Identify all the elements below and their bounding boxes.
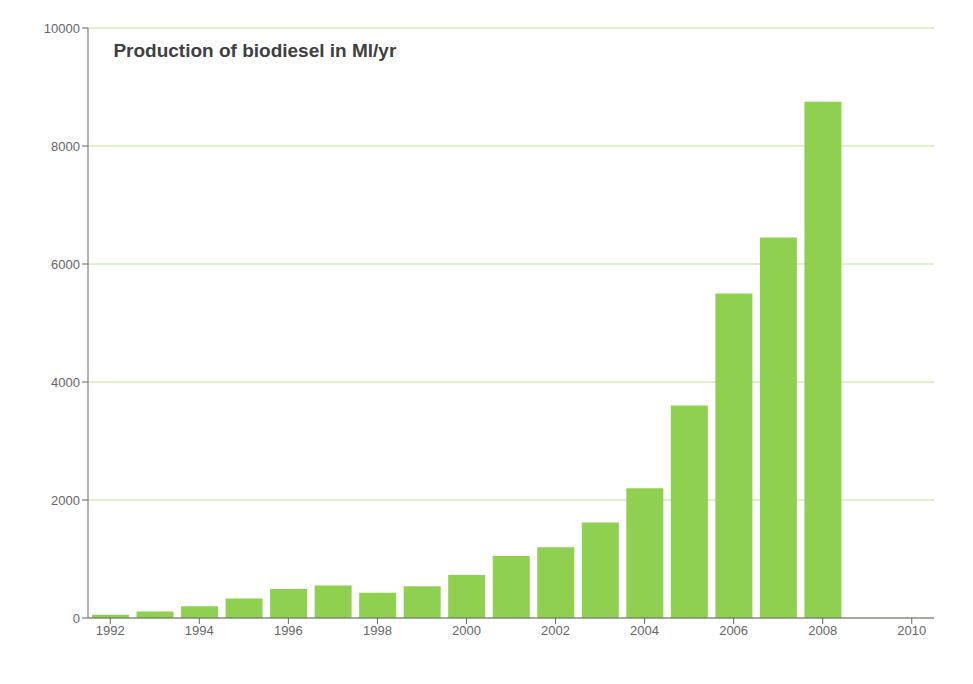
svg-text:2000: 2000 (51, 493, 80, 508)
svg-text:2002: 2002 (541, 623, 570, 638)
svg-text:4000: 4000 (51, 375, 80, 390)
svg-text:2006: 2006 (719, 623, 748, 638)
svg-text:0: 0 (73, 611, 80, 626)
svg-text:8000: 8000 (51, 139, 80, 154)
svg-text:10000: 10000 (44, 21, 80, 36)
svg-text:1996: 1996 (274, 623, 303, 638)
svg-text:2008: 2008 (808, 623, 837, 638)
svg-text:1992: 1992 (96, 623, 125, 638)
svg-text:2004: 2004 (630, 623, 659, 638)
html-text:Production of biodiesel in Ml/: Production of biodiesel in Ml/yr (113, 40, 397, 61)
svg-text:1998: 1998 (363, 623, 392, 638)
svg-text:2000: 2000 (452, 623, 481, 638)
svg-text:1994: 1994 (185, 623, 214, 638)
svg-text:6000: 6000 (51, 257, 80, 272)
svg-text:2010: 2010 (897, 623, 926, 638)
